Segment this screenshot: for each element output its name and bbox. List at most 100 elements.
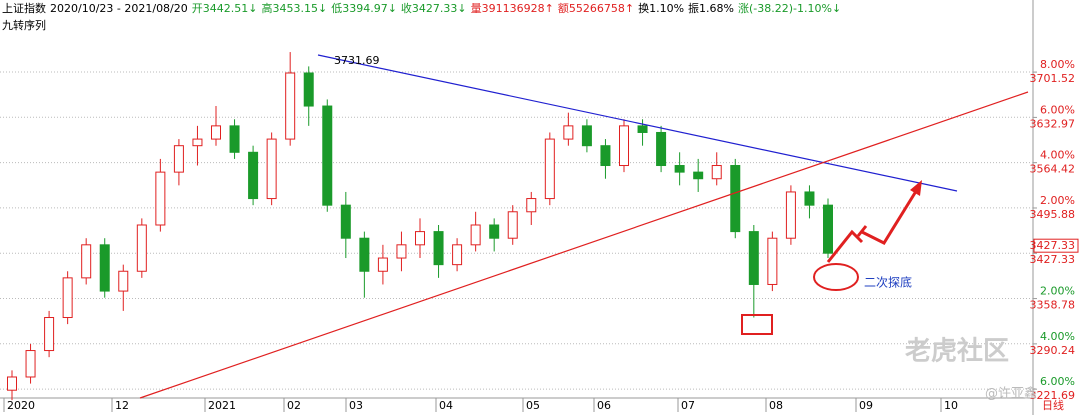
y-tick-label: 3290.24	[1030, 344, 1076, 357]
candle-body	[711, 165, 722, 180]
y2-tick-label: 2.00%	[1040, 194, 1075, 207]
header-item: 收3427.33↓	[401, 1, 467, 15]
candle-body	[489, 224, 500, 239]
candle-body	[396, 244, 407, 259]
candle-body	[155, 171, 166, 226]
candle-body	[730, 165, 741, 233]
candle-body	[785, 191, 796, 239]
header-item: 振1.68%	[688, 1, 734, 15]
header-item: 换1.10%	[638, 1, 684, 15]
x-tick-label: 08	[769, 399, 783, 412]
support-line	[139, 91, 1029, 399]
header: 上证指数 2020/10/23 - 2021/08/20 开3442.51↓ 高345…	[2, 1, 841, 15]
candle-body	[25, 350, 36, 378]
last-price-box	[1033, 238, 1079, 253]
y2-tick-label: 2.00%	[1040, 285, 1075, 298]
x-tick-label: 05	[526, 399, 540, 412]
candles	[7, 52, 833, 401]
header-item: 2020/10/23 - 2021/08/20	[50, 2, 188, 15]
arrow	[861, 187, 920, 245]
candle-body	[136, 224, 147, 272]
y-tick-label: 3221.69	[1030, 389, 1076, 402]
candle-body	[674, 165, 685, 173]
y-tick-label: 3495.88	[1030, 208, 1076, 221]
header-item: 上证指数	[2, 1, 46, 15]
candle-body	[81, 244, 92, 279]
candle-body	[581, 125, 592, 147]
candle-body	[433, 231, 444, 266]
x-tick-label: 07	[681, 399, 695, 412]
candle-body	[303, 72, 314, 107]
x-tick-label: 09	[859, 399, 873, 412]
candle-body	[507, 211, 518, 239]
candle-body	[359, 237, 370, 272]
header-item: 开3442.51↓	[192, 2, 258, 15]
candle-body	[452, 244, 463, 266]
candle-body	[656, 131, 667, 167]
candle-body	[470, 224, 481, 246]
last-price-label: 3427.33	[1030, 239, 1076, 252]
candle-body	[693, 171, 704, 180]
x-tick-label: 04	[439, 399, 453, 412]
candle-body	[62, 277, 73, 319]
x-tick-label: 06	[597, 399, 611, 412]
y-tick-label: 3632.97	[1030, 117, 1076, 130]
candle-body	[118, 270, 129, 292]
x-tick-label: 12	[115, 399, 129, 412]
y-tick-label: 3358.78	[1030, 298, 1076, 311]
candle-body	[600, 145, 611, 167]
y2-tick-label: 4.00%	[1040, 330, 1075, 343]
header-item: 高3453.15↓	[261, 1, 327, 15]
grid: 3701.52 3632.97 3564.42 3495.88 3427.33 3358.…	[0, 58, 1075, 402]
candle-body	[637, 125, 648, 133]
header-item: 低3394.97↓	[331, 2, 397, 15]
candle-body	[229, 125, 240, 153]
watermark: 老虎社区	[905, 336, 1009, 367]
candle-body	[285, 72, 296, 140]
arrow	[826, 229, 864, 263]
candle-body	[211, 125, 221, 140]
x-tick-label: 10	[944, 399, 958, 412]
x-tick-label: 2020	[7, 399, 35, 412]
y2-tick-label: 6.00%	[1040, 375, 1075, 388]
candle-body	[266, 138, 277, 200]
resistance-line	[317, 54, 958, 192]
candle-body	[322, 105, 333, 206]
y-tick-label: 3701.52	[1030, 72, 1076, 85]
arrow	[856, 225, 868, 237]
candle-body	[544, 138, 555, 200]
candle-body	[804, 191, 815, 206]
candle-body	[767, 237, 778, 285]
x-tick-label: 02	[287, 399, 301, 412]
highlight-box	[741, 314, 773, 335]
candle-body	[7, 376, 17, 391]
header-item: 涨(-38.22)-1.10%↓	[738, 2, 841, 15]
annotation: 二次探底	[864, 275, 912, 290]
author: @许亚鑫	[985, 386, 1037, 402]
y2-tick-label: 8.00%	[1040, 58, 1075, 71]
y2-tick-label: 4.00%	[1040, 149, 1075, 162]
peak-label: 3731.69	[334, 54, 380, 67]
header-item: 额55266758↑	[558, 2, 634, 15]
candle-body	[748, 231, 759, 285]
y-tick-label: 3427.33	[1030, 253, 1076, 266]
candle-body	[377, 257, 388, 272]
indicator-name: 九转序列	[2, 18, 46, 32]
y2-tick-label: 6.00%	[1040, 103, 1075, 116]
candle-body	[192, 138, 203, 147]
period: 日线	[1042, 398, 1064, 412]
candle-body	[823, 204, 833, 254]
highlight-ellipse	[813, 263, 859, 291]
candle-body	[619, 125, 629, 167]
x-tick-label: 03	[349, 399, 363, 412]
candle-body	[340, 204, 351, 239]
candle-body	[99, 244, 110, 292]
arrow-head	[910, 180, 922, 196]
candle-body	[526, 198, 537, 213]
candle-body	[44, 317, 55, 352]
candle-body	[248, 151, 259, 200]
candle-body	[563, 125, 574, 140]
header-item: 量391136928↑	[471, 2, 554, 15]
